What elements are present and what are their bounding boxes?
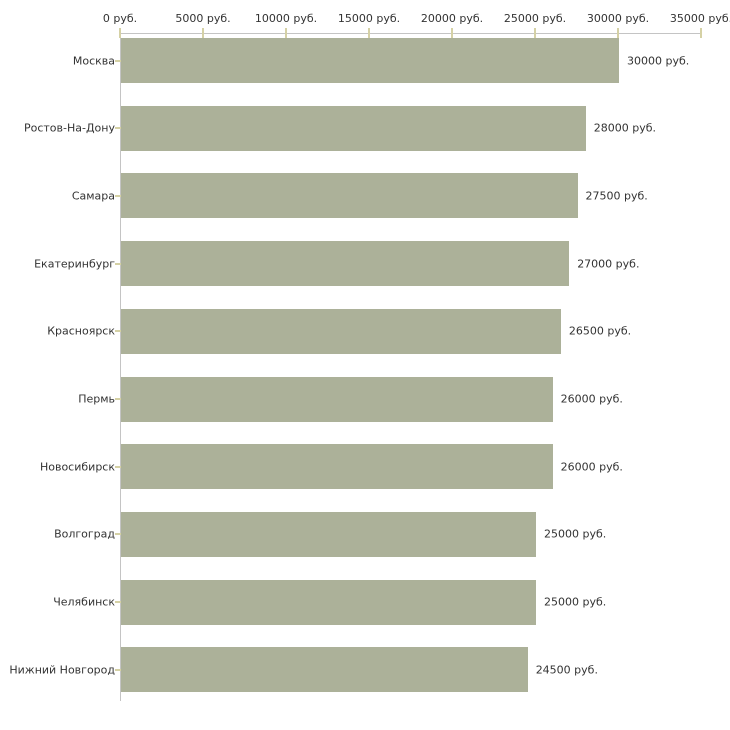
bar bbox=[121, 647, 528, 693]
category-label: Новосибирск bbox=[39, 460, 115, 474]
bar-value-label: 26500 руб. bbox=[568, 324, 632, 338]
bar-value-label: 25000 руб. bbox=[544, 527, 607, 541]
category-label: Москва bbox=[72, 54, 115, 67]
bar bbox=[121, 444, 553, 490]
y-axis-tick bbox=[115, 194, 121, 197]
bar-value-label: 25000 руб. bbox=[544, 595, 607, 609]
x-axis-tick-label: 10000 руб. bbox=[254, 12, 318, 25]
bar bbox=[121, 38, 619, 83]
y-axis-tick bbox=[115, 262, 121, 265]
x-axis-tick-label: 15000 руб. bbox=[337, 12, 401, 25]
category-label: Волгоград bbox=[54, 527, 115, 541]
y-axis-tick bbox=[115, 533, 121, 536]
bar bbox=[121, 173, 578, 219]
x-axis-tick-label: 0 руб. bbox=[102, 12, 138, 25]
category-label: Нижний Новгород bbox=[9, 663, 115, 677]
bar-value-label: 27500 руб. bbox=[585, 189, 648, 203]
bar-value-label: 26000 руб. bbox=[560, 392, 623, 406]
x-axis-tick-label: 30000 руб. bbox=[586, 12, 650, 25]
category-label: Самара bbox=[71, 189, 115, 203]
bar bbox=[121, 511, 536, 557]
x-axis-tick bbox=[202, 28, 204, 38]
bar-value-label: 30000 руб. bbox=[627, 54, 690, 67]
x-axis-tick bbox=[285, 28, 287, 38]
x-axis-tick-label: 20000 руб. bbox=[420, 12, 484, 25]
bar bbox=[121, 105, 586, 151]
bar bbox=[121, 308, 561, 354]
category-label: Пермь bbox=[78, 392, 115, 406]
x-axis-tick bbox=[368, 28, 370, 38]
category-label: Ростов-На-Дону bbox=[23, 121, 115, 135]
x-axis-tick bbox=[617, 28, 619, 38]
bar-value-label: 24500 руб. bbox=[535, 663, 598, 677]
bar bbox=[121, 579, 536, 625]
x-axis-tick-label: 35000 руб. bbox=[669, 12, 730, 25]
y-axis-tick bbox=[115, 668, 121, 671]
y-axis-tick bbox=[115, 127, 121, 130]
x-axis-tick bbox=[534, 28, 536, 38]
bar bbox=[121, 376, 553, 422]
y-axis-tick bbox=[115, 465, 121, 468]
y-axis-line bbox=[120, 33, 121, 701]
y-axis-tick bbox=[115, 330, 121, 333]
x-axis-tick-label: 5000 руб. bbox=[175, 12, 231, 25]
y-axis-tick bbox=[115, 59, 121, 62]
category-label: Екатеринбург bbox=[34, 257, 115, 271]
bar bbox=[121, 241, 570, 287]
y-axis-tick bbox=[115, 398, 121, 400]
x-axis-tick bbox=[451, 28, 453, 38]
bar-value-label: 27000 руб. bbox=[577, 257, 640, 271]
category-label: Красноярск bbox=[47, 324, 115, 338]
x-axis-tick bbox=[119, 28, 121, 38]
x-axis-tick bbox=[700, 28, 702, 38]
category-label: Челябинск bbox=[53, 595, 115, 609]
x-axis-tick-label: 25000 руб. bbox=[503, 12, 567, 25]
x-axis-line bbox=[120, 33, 702, 34]
bar-value-label: 26000 руб. bbox=[560, 460, 623, 474]
y-axis-tick bbox=[115, 601, 121, 604]
bar-value-label: 28000 руб. bbox=[593, 121, 657, 135]
